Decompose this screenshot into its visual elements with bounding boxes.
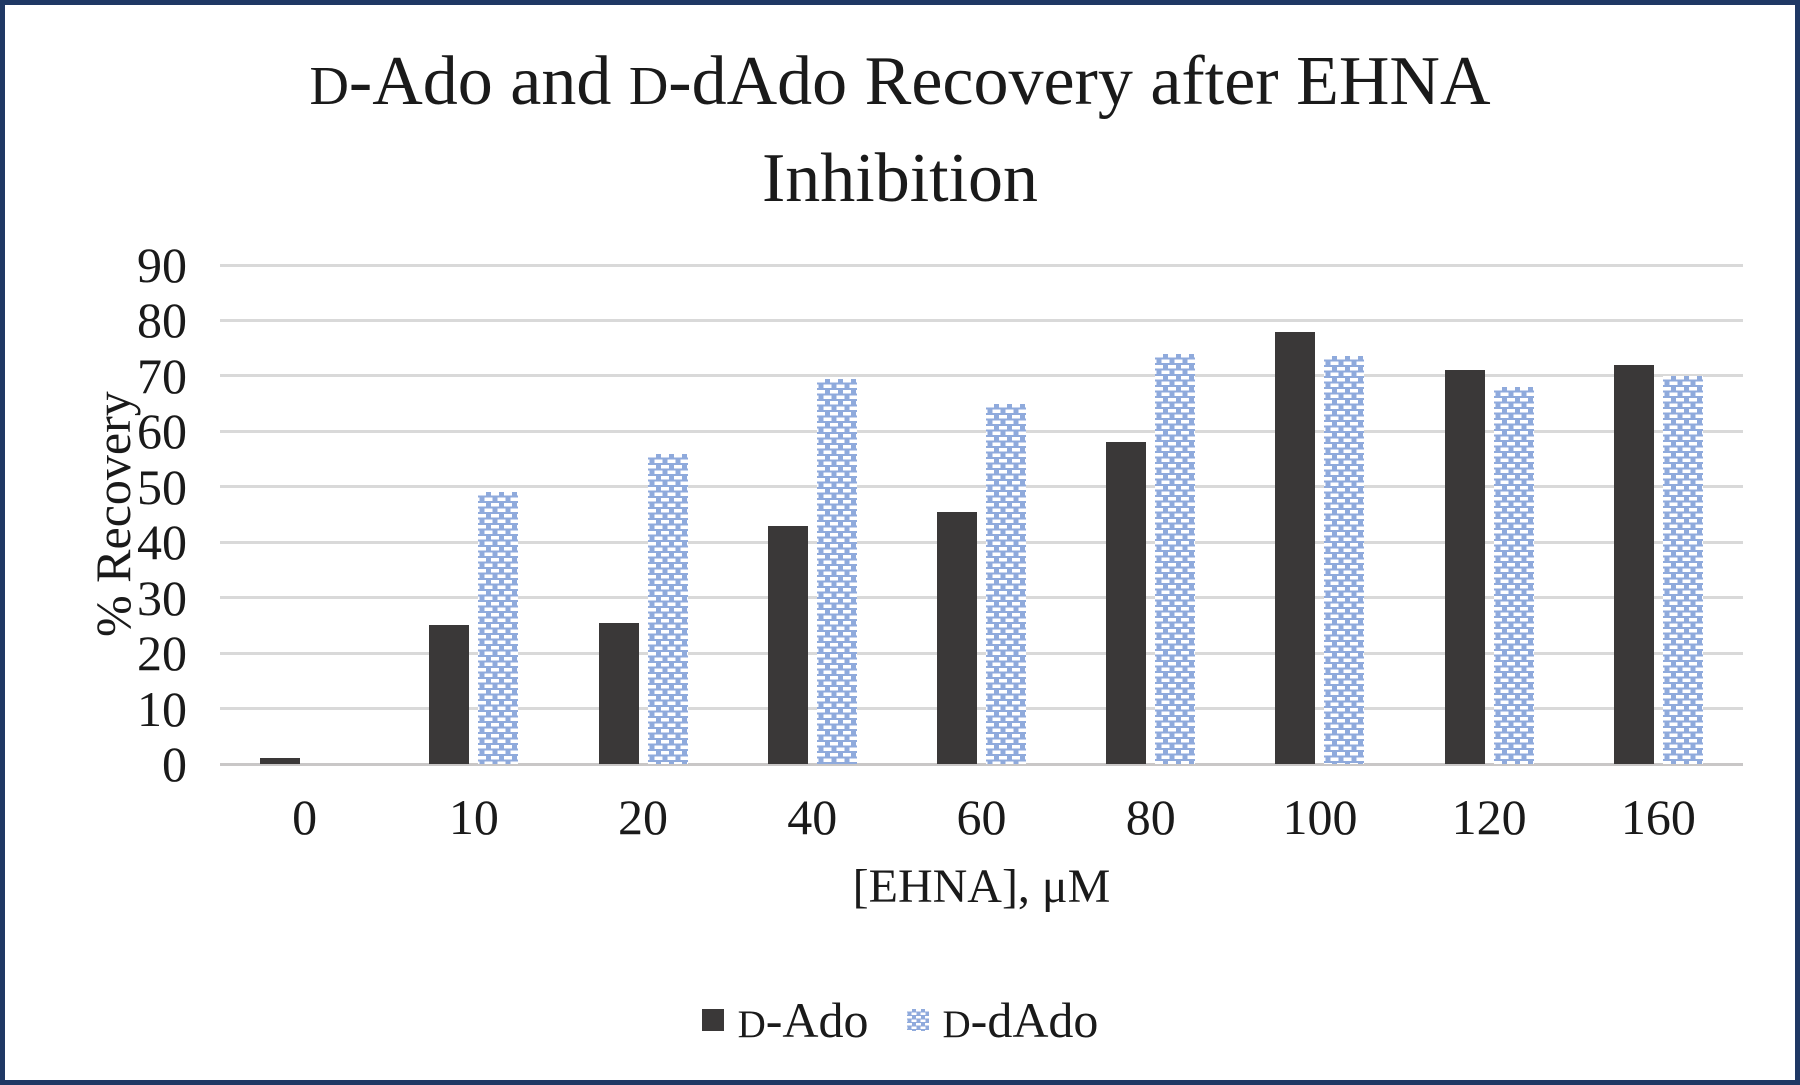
y-axis-tick-label-0: 0 — [162, 736, 187, 792]
y-axis-tick-label-40: 40 — [137, 514, 187, 571]
chart-title-line-1: D-Ado and D-dAdo Recovery after EHNA — [309, 43, 1491, 120]
legend-swatch-d-dado — [906, 1009, 929, 1031]
y-axis-tick-label-50: 50 — [137, 458, 187, 515]
legend-item-d-dado: D-dAdo — [906, 991, 1099, 1049]
gridline-y-50 — [220, 485, 1743, 489]
bar-d-dado-60 — [986, 403, 1026, 764]
gridline-y-40 — [220, 540, 1743, 544]
smallcap-letter: D — [309, 55, 349, 116]
gridline-y-80 — [220, 318, 1743, 322]
legend: D-Ado D-dAdo — [5, 991, 1795, 1049]
y-axis-tick-label-90: 90 — [137, 237, 187, 293]
bar-d-dado-160 — [1662, 375, 1703, 764]
legend-label-d-dado: D-dAdo — [942, 992, 1099, 1048]
x-axis-tick-label-160: 160 — [1620, 789, 1696, 845]
bar-d-dado-100 — [1324, 356, 1365, 764]
bar-d-ado-100 — [1275, 331, 1316, 764]
x-axis-tick-label-10: 10 — [448, 789, 499, 845]
bar-d-ado-120 — [1444, 370, 1485, 764]
gridline-y-60 — [220, 429, 1743, 433]
plot-area — [220, 263, 1743, 766]
gridline-y-70 — [220, 374, 1743, 378]
bar-d-dado-10 — [478, 492, 519, 764]
x-axis-tick-label-60: 60 — [956, 789, 1007, 845]
gridline-y-0 — [220, 762, 1743, 766]
y-axis-tick-label-80: 80 — [137, 292, 187, 349]
bar-d-ado-20 — [598, 622, 639, 764]
x-axis-title: [EHNA], μM — [852, 860, 1111, 913]
x-axis-tick-label-0: 0 — [292, 789, 318, 845]
bar-d-ado-0 — [260, 758, 301, 764]
gridline-y-90 — [220, 263, 1743, 267]
bar-d-ado-80 — [1106, 442, 1147, 764]
legend-label-d-ado: D-Ado — [737, 992, 869, 1048]
chart-title: D-Ado and D-dAdo Recovery after EHNA Inhi… — [5, 35, 1795, 225]
y-axis-tick-label-70: 70 — [137, 347, 187, 404]
smallcap-letter: D — [942, 1003, 971, 1046]
y-axis-tick-label-20: 20 — [137, 625, 187, 682]
bar-d-dado-20 — [647, 453, 688, 764]
smallcap-letter: D — [628, 55, 669, 116]
y-axis-tick-label-10: 10 — [137, 680, 187, 737]
y-axis-tick-label-60: 60 — [137, 403, 187, 460]
gridline-y-20 — [220, 651, 1743, 655]
bar-d-ado-160 — [1613, 364, 1654, 764]
bar-d-ado-10 — [429, 625, 470, 764]
y-axis-tick-labels: 0 10 20 30 40 50 60 70 80 90 — [5, 5, 1795, 1080]
chart-title-line-2: Inhibition — [761, 140, 1039, 217]
legend-swatch-d-ado — [701, 1009, 724, 1031]
x-axis-tick-label-100: 100 — [1282, 789, 1358, 845]
gridline-y-30 — [220, 596, 1743, 600]
x-axis-tick-label-20: 20 — [618, 789, 669, 845]
x-axis-tick-label-120: 120 — [1451, 789, 1527, 845]
bar-d-dado-120 — [1493, 386, 1534, 764]
x-axis-tick-label-80: 80 — [1125, 789, 1176, 845]
x-axis-tick-label-40: 40 — [787, 789, 838, 845]
bar-d-dado-40 — [816, 378, 857, 764]
bar-d-ado-60 — [937, 511, 977, 764]
bar-d-dado-80 — [1155, 353, 1196, 764]
smallcap-letter: D — [737, 1003, 766, 1046]
bar-d-ado-40 — [767, 525, 808, 764]
x-axis-tick-labels: 0 10 20 40 60 80 100 120 160 — [5, 5, 1795, 1080]
gridline-y-10 — [220, 707, 1743, 711]
legend-item-d-ado: D-Ado — [701, 991, 869, 1049]
y-axis-tick-label-30: 30 — [137, 569, 187, 626]
